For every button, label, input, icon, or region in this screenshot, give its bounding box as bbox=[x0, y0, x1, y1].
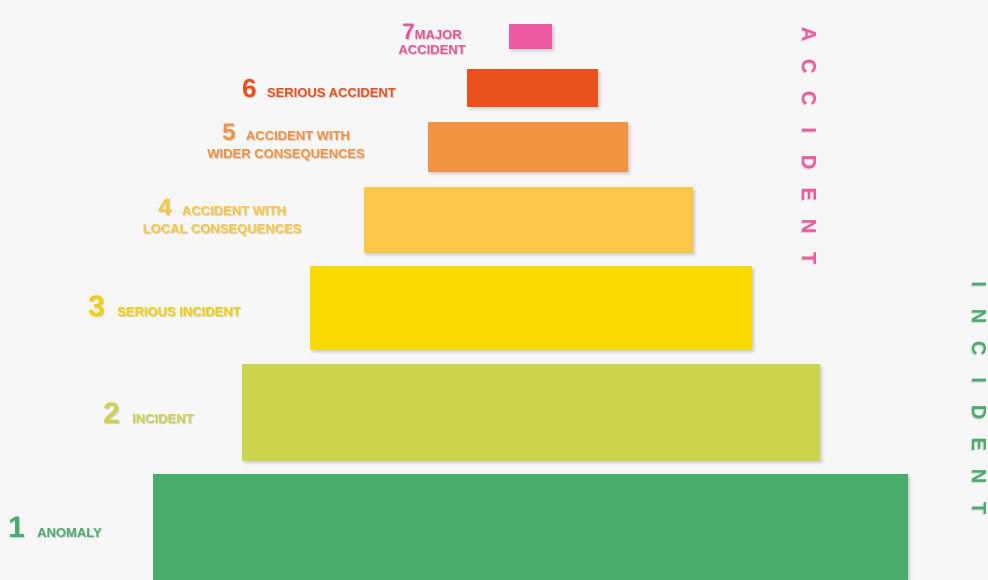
level-4-number: 4 bbox=[158, 194, 172, 221]
level-7-bar bbox=[509, 24, 552, 49]
side-letter: T bbox=[967, 501, 988, 515]
side-letter: N bbox=[797, 218, 819, 234]
level-1-label: 1 ANOMALY bbox=[8, 513, 102, 543]
level-2-number: 2 bbox=[103, 397, 120, 430]
level-3-label: 3 SERIOUS INCIDENT bbox=[88, 292, 241, 322]
level-2-bar bbox=[242, 364, 820, 461]
side-letter: A bbox=[797, 26, 819, 42]
side-letter: C bbox=[797, 58, 819, 74]
side-letter: C bbox=[797, 90, 819, 106]
level-5-bar bbox=[428, 122, 628, 172]
level-5-label: 5 ACCIDENT WITH WIDER CONSEQUENCES bbox=[183, 119, 389, 161]
side-letter: D bbox=[797, 154, 819, 170]
level-6-label: 6 SERIOUS ACCIDENT bbox=[242, 75, 396, 101]
level-7-text-line1: MAJOR bbox=[414, 27, 462, 42]
level-6-text: SERIOUS ACCIDENT bbox=[266, 85, 396, 100]
level-3-text: SERIOUS INCIDENT bbox=[117, 304, 241, 319]
level-7-text-line2: ACCIDENT bbox=[398, 42, 466, 57]
side-letter: D bbox=[967, 404, 988, 420]
level-3-number: 3 bbox=[88, 290, 105, 323]
level-1-bar bbox=[153, 474, 908, 580]
side-letter: C bbox=[967, 340, 988, 356]
level-6-number: 6 bbox=[242, 73, 257, 103]
level-6-bar bbox=[467, 69, 598, 107]
side-letter: N bbox=[967, 468, 988, 484]
level-1-text: ANOMALY bbox=[37, 525, 102, 540]
level-3-bar bbox=[310, 266, 752, 350]
level-1-number: 1 bbox=[8, 511, 25, 544]
side-letter: E bbox=[967, 437, 988, 451]
level-5-number: 5 bbox=[222, 119, 236, 146]
level-5-text-line2: WIDER CONSEQUENCES bbox=[207, 146, 365, 161]
side-letter: T bbox=[797, 251, 819, 265]
level-4-bar bbox=[364, 187, 693, 253]
side-letter: E bbox=[797, 187, 819, 201]
level-2-label: 2 INCIDENT bbox=[103, 399, 194, 429]
level-4-label: 4 ACCIDENT WITH LOCAL CONSEQUENCES bbox=[116, 194, 328, 236]
level-2-text: INCIDENT bbox=[132, 411, 194, 426]
level-4-text-line2: LOCAL CONSEQUENCES bbox=[142, 221, 302, 236]
level-7-number: 7 bbox=[402, 19, 415, 44]
side-letter: I bbox=[967, 377, 988, 383]
level-7-label: 7MAJOR ACCIDENT bbox=[384, 19, 480, 57]
level-5-text-line1: ACCIDENT WITH bbox=[245, 128, 350, 143]
side-letter: N bbox=[967, 308, 988, 324]
side-letter: I bbox=[967, 281, 988, 287]
side-letter: I bbox=[797, 127, 819, 133]
level-4-text-line1: ACCIDENT WITH bbox=[181, 203, 286, 218]
